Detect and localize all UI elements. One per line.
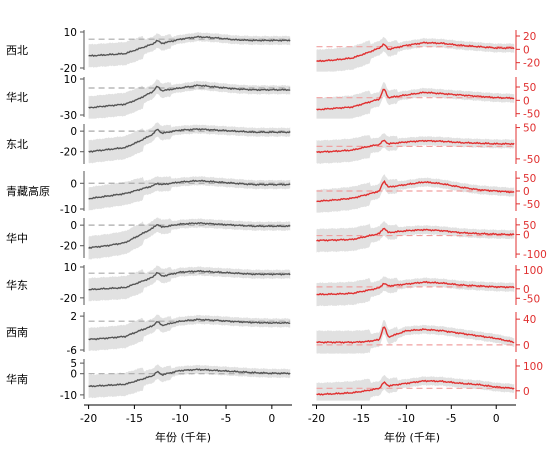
y-tick-label-right-4-0: 50	[523, 220, 536, 232]
region-label-3: 青藏高原	[6, 184, 50, 198]
y-tick-label-left-0-0: 10	[64, 27, 77, 39]
series-line-right-2	[316, 139, 515, 154]
y-tick-label-right-5-2: -50	[523, 293, 540, 305]
x-tick-label-left-0: -20	[80, 413, 97, 425]
y-tick-label-left-7-2: -10	[60, 390, 77, 402]
y-tick-label-left-6-1: -6	[67, 345, 78, 357]
series-line-left-0	[88, 35, 291, 57]
y-tick-label-right-4-2: -100	[523, 249, 547, 261]
y-tick-label-right-0-2: -20	[523, 58, 540, 70]
y-tick-label-left-3-0: 0	[70, 178, 77, 190]
y-tick-label-right-2-1: -50	[523, 154, 540, 166]
uncertainty-band-right-5	[316, 276, 515, 307]
y-tick-label-left-1-0: 10	[64, 74, 77, 86]
uncertainty-band-right-6	[316, 320, 515, 354]
uncertainty-band-left-6	[88, 314, 291, 352]
x-tick-label-right-2: -10	[398, 413, 415, 425]
region-label-7: 华南	[6, 372, 28, 386]
x-tick-label-right-4: 0	[493, 413, 500, 425]
uncertainty-band-right-0	[316, 36, 515, 72]
uncertainty-band-right-3	[316, 174, 515, 213]
series-line-left-1	[88, 84, 291, 109]
x-axis-title-left: 年份 (千年)	[155, 430, 211, 444]
y-tick-label-left-0-1: -20	[60, 63, 77, 75]
uncertainty-band-left-4	[88, 217, 291, 260]
y-tick-label-right-5-1: 0	[523, 284, 530, 296]
x-tick-label-left-4: 0	[268, 413, 275, 425]
series-line-right-0	[316, 41, 515, 63]
y-tick-label-right-5-0: 100	[523, 265, 543, 277]
y-tick-label-right-6-1: 0	[523, 340, 530, 352]
region-label-6: 西南	[6, 326, 28, 339]
x-tick-label-right-3: -5	[446, 413, 456, 425]
uncertainty-band-right-2	[316, 133, 515, 165]
series-line-right-7	[316, 379, 515, 396]
x-tick-label-left-3: -5	[221, 413, 231, 425]
series-line-left-6	[88, 318, 291, 341]
series-line-right-1	[316, 88, 515, 111]
series-line-left-5	[88, 269, 291, 291]
y-tick-label-right-7-0: 100	[523, 361, 543, 373]
y-tick-label-right-0-0: 20	[523, 31, 536, 43]
y-tick-label-right-7-1: 0	[523, 386, 530, 398]
x-tick-label-left-1: -15	[126, 413, 143, 425]
uncertainty-band-left-5	[88, 265, 291, 302]
y-tick-label-right-0-1: 0	[523, 44, 530, 56]
series-line-left-4	[88, 221, 291, 249]
uncertainty-band-left-1	[88, 79, 291, 119]
y-tick-label-right-6-0: 40	[523, 314, 536, 326]
y-tick-label-left-7-1: 0	[70, 369, 77, 381]
y-tick-label-left-5-1: -20	[60, 293, 77, 305]
uncertainty-band-left-7	[88, 364, 291, 399]
series-line-right-6	[316, 326, 515, 344]
y-tick-label-right-3-0: 50	[523, 173, 536, 185]
region-label-4: 华中	[6, 231, 28, 245]
region-label-2: 东北	[6, 138, 28, 151]
series-line-right-5	[316, 280, 515, 296]
x-tick-label-right-0: -20	[308, 413, 325, 425]
series-line-left-3	[88, 179, 291, 200]
uncertainty-band-left-2	[88, 122, 291, 164]
series-line-right-4	[316, 227, 515, 242]
x-tick-label-right-1: -15	[353, 413, 370, 425]
y-tick-label-left-1-1: -30	[60, 110, 77, 122]
y-tick-label-right-1-1: 0	[523, 95, 530, 107]
y-tick-label-left-3-1: -10	[60, 204, 77, 216]
y-tick-label-right-4-1: 0	[523, 230, 530, 242]
region-label-1: 华北	[6, 90, 28, 104]
region-label-5: 华东	[6, 278, 28, 292]
uncertainty-band-right-4	[316, 221, 515, 253]
y-tick-label-right-1-2: -50	[523, 109, 540, 121]
x-axis-title-right: 年份 (千年)	[384, 430, 440, 444]
uncertainty-band-right-1	[316, 82, 515, 119]
y-tick-label-right-3-1: 0	[523, 186, 530, 198]
series-line-right-3	[316, 180, 515, 203]
plot-layer: 西北10-20200-20华北10-30500-50东北0-2050-50青藏高…	[6, 27, 547, 425]
uncertainty-band-left-3	[88, 176, 291, 211]
y-tick-label-right-3-2: -50	[523, 199, 540, 211]
y-tick-label-left-2-0: 0	[70, 126, 77, 138]
region-label-0: 西北	[6, 44, 28, 57]
y-tick-label-left-2-1: -20	[60, 147, 77, 159]
y-tick-label-left-5-0: 10	[64, 262, 77, 274]
y-tick-label-left-6-0: 2	[70, 311, 77, 323]
y-tick-label-left-7-0: 5	[70, 358, 77, 370]
y-tick-label-left-4-0: 0	[70, 220, 77, 232]
uncertainty-band-right-7	[316, 374, 515, 401]
y-tick-label-right-2-0: 50	[523, 123, 536, 135]
x-tick-label-left-2: -10	[172, 413, 189, 425]
y-tick-label-left-4-1: -20	[60, 241, 77, 253]
series-line-left-7	[88, 368, 291, 388]
y-tick-label-right-1-0: 50	[523, 82, 536, 94]
series-line-left-2	[88, 128, 291, 153]
